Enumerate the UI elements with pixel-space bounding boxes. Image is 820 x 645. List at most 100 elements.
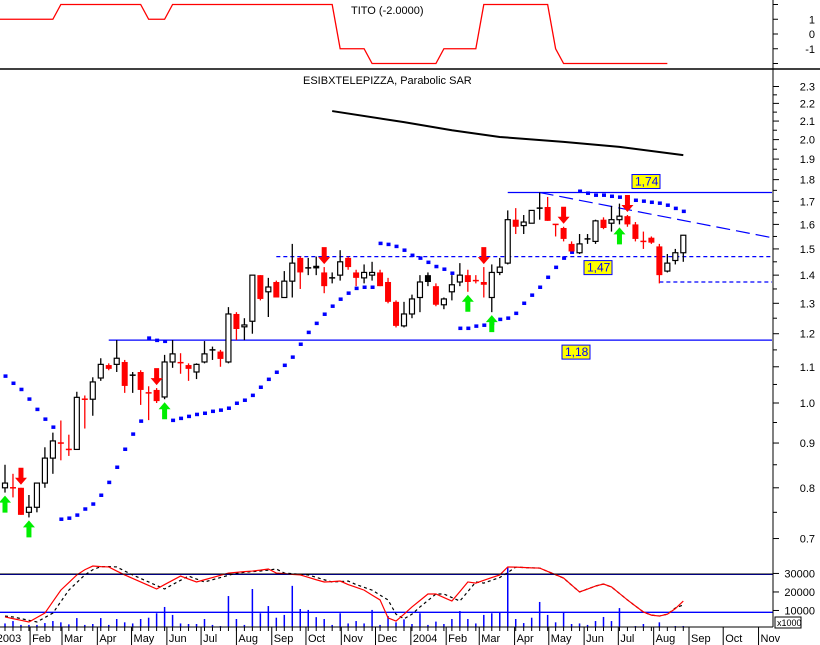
candle-body-down: [377, 272, 384, 287]
sar-dot: [426, 260, 431, 265]
candle: [145, 386, 152, 421]
price-tick-label: 0.9: [800, 438, 815, 450]
candle: [424, 272, 431, 287]
sar-dot: [442, 267, 447, 271]
candle-body-up: [440, 298, 447, 306]
candle: [241, 318, 248, 341]
sar-dot: [338, 297, 343, 301]
candle-body-down: [17, 487, 24, 515]
candle: [512, 208, 519, 235]
candle: [161, 354, 168, 400]
sar-dot: [242, 398, 247, 402]
sar-dot: [91, 502, 96, 506]
candle: [400, 301, 408, 328]
sar-dot: [250, 393, 255, 398]
candle-body-down: [313, 265, 320, 269]
sar-dot: [258, 385, 263, 390]
sar-dot: [171, 418, 176, 423]
candle-body-up: [488, 271, 495, 299]
candle-body-up: [193, 363, 200, 373]
candle-body-up: [504, 219, 511, 264]
candle: [393, 300, 400, 328]
candle-body-up: [416, 281, 424, 299]
candle: [552, 223, 559, 237]
candle-body-up: [161, 361, 168, 398]
candle: [297, 256, 304, 289]
candle: [305, 257, 312, 276]
month-label: Jul: [620, 633, 634, 645]
candle-body-up: [592, 220, 599, 242]
candle: [281, 271, 288, 299]
month-label: Mar: [481, 633, 500, 645]
price-tick-label: 2.0: [800, 135, 815, 147]
sar-dot: [330, 304, 335, 308]
candle: [464, 269, 471, 292]
candle-body-up: [201, 353, 208, 363]
sell-arrow-icon: [621, 195, 634, 213]
sar-dot: [522, 301, 527, 306]
oscillator-fast-line: [4, 565, 684, 623]
candle: [353, 269, 360, 287]
candle: [153, 388, 160, 403]
candle-body-down: [600, 219, 607, 228]
candle: [49, 432, 56, 474]
sar-dot: [482, 323, 487, 327]
sar-dot: [99, 493, 104, 497]
candle: [217, 349, 224, 367]
sar-dot: [147, 336, 152, 340]
candle: [177, 353, 184, 374]
candle: [385, 277, 392, 304]
candle: [41, 447, 49, 488]
candle: [249, 274, 256, 334]
candle-body-up: [368, 271, 376, 276]
candle-body-up: [169, 353, 176, 363]
candle-body-up: [25, 506, 33, 513]
sar-dot: [67, 516, 72, 520]
candle-body-up: [281, 280, 288, 299]
sar-dot: [378, 241, 383, 246]
price-tick-label: 0.7: [800, 534, 815, 546]
sar-dot: [562, 256, 567, 260]
candle: [520, 215, 527, 235]
sar-dot: [131, 432, 136, 436]
candle-body-down: [512, 219, 519, 227]
candle-body-down: [153, 389, 160, 402]
sar-dot: [474, 324, 479, 328]
candle: [504, 210, 511, 265]
candle: [65, 434, 72, 456]
candle: [81, 395, 88, 429]
sell-arrow-icon: [477, 247, 490, 265]
sar-dot: [75, 513, 80, 517]
sar-dot: [3, 374, 8, 378]
sar-dot: [35, 407, 40, 412]
candle: [361, 264, 368, 284]
candle: [648, 236, 655, 244]
candle-body-up: [73, 396, 80, 451]
candle: [480, 267, 487, 298]
candle: [680, 234, 687, 262]
sar-dot: [665, 203, 670, 207]
candle-body-up: [520, 221, 527, 227]
candle: [448, 275, 455, 301]
candle: [57, 420, 64, 461]
tito-title: TITO (-2.0000): [351, 5, 424, 17]
buy-arrow-icon: [613, 227, 626, 245]
sar-dot: [187, 414, 192, 419]
candle: [337, 250, 344, 281]
candle-body-up: [1, 482, 9, 489]
tito-tick-label: 1: [809, 14, 815, 26]
sell-arrow-icon: [150, 368, 163, 386]
candle: [121, 359, 128, 393]
sar-dot: [641, 199, 646, 203]
candle-body-up: [289, 262, 296, 282]
candle: [632, 222, 639, 242]
month-label: Nov: [761, 633, 781, 645]
sar-dot: [163, 339, 168, 344]
candle: [233, 312, 240, 341]
price-tick-label: 0.8: [800, 483, 815, 495]
month-label: Oct: [308, 633, 325, 645]
sar-dot: [123, 447, 128, 451]
